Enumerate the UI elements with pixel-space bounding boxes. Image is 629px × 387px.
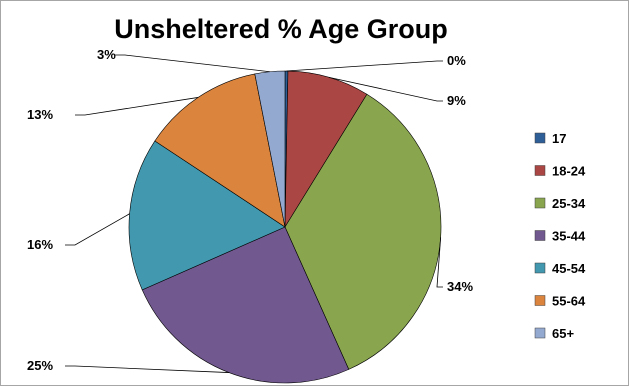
- legend-swatch-45-54: [534, 262, 546, 274]
- data-label-55-64: 13%: [27, 107, 53, 122]
- leader-line-55-64: [75, 97, 199, 116]
- data-label-18-24: 9%: [447, 93, 466, 108]
- leader-line-35-44: [65, 365, 229, 373]
- legend-swatch-17: [534, 132, 546, 144]
- pie-slice-45-54: [128, 140, 286, 291]
- data-label-25-34: 34%: [447, 279, 473, 294]
- pie-slice-55-64: [154, 73, 286, 228]
- legend-label-25-34: 25-34: [552, 196, 586, 211]
- legend: 17 18-24 25-34 35-44 45-54 55-64 65+: [534, 131, 586, 341]
- leader-line-65+: [115, 54, 270, 73]
- data-label-65+: 3%: [97, 47, 116, 62]
- data-label-45-54: 16%: [27, 237, 53, 252]
- legend-label-18-24: 18-24: [552, 164, 586, 179]
- legend-label-45-54: 45-54: [552, 261, 586, 276]
- legend-label-35-44: 35-44: [552, 229, 586, 244]
- data-label-35-44: 25%: [27, 358, 53, 373]
- chart-title: Unsheltered % Age Group: [114, 14, 448, 44]
- leader-line-17: [286, 60, 443, 72]
- leader-line-25-34: [436, 237, 443, 288]
- leader-line-18-24: [328, 76, 443, 102]
- legend-label-65+: 65+: [552, 326, 574, 341]
- legend-swatch-65+: [534, 327, 546, 339]
- leader-line-45-54: [65, 213, 130, 246]
- legend-swatch-55-64: [534, 295, 546, 306]
- legend-swatch-35-44: [534, 230, 546, 241]
- legend-label-55-64: 55-64: [552, 294, 586, 309]
- legend-swatch-25-34: [534, 197, 546, 209]
- data-label-17: 0%: [447, 53, 466, 68]
- legend-swatch-18-24: [534, 165, 546, 176]
- legend-label-17: 17: [552, 131, 566, 146]
